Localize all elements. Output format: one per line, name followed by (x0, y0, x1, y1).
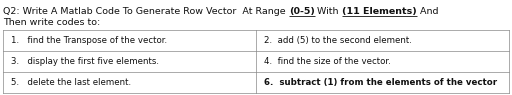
Text: Then write codes to:: Then write codes to: (3, 18, 100, 27)
Text: And: And (417, 7, 438, 16)
Text: (0-5): (0-5) (289, 7, 314, 16)
Text: Q2: Write A Matlab Code To Generate Row Vector  At Range: Q2: Write A Matlab Code To Generate Row … (3, 7, 289, 16)
Text: 4.  find the size of the vector.: 4. find the size of the vector. (264, 57, 391, 66)
Text: With: With (314, 7, 342, 16)
Text: 2.  add (5) to the second element.: 2. add (5) to the second element. (264, 36, 412, 45)
Text: (11 Elements): (11 Elements) (342, 7, 417, 16)
Text: 1.   find the Transpose of the vector.: 1. find the Transpose of the vector. (11, 36, 167, 45)
Text: 6.  subtract (1) from the elements of the vector: 6. subtract (1) from the elements of the… (264, 78, 497, 87)
Text: 3.   display the first five elements.: 3. display the first five elements. (11, 57, 159, 66)
Text: 5.   delete the last element.: 5. delete the last element. (11, 78, 131, 87)
